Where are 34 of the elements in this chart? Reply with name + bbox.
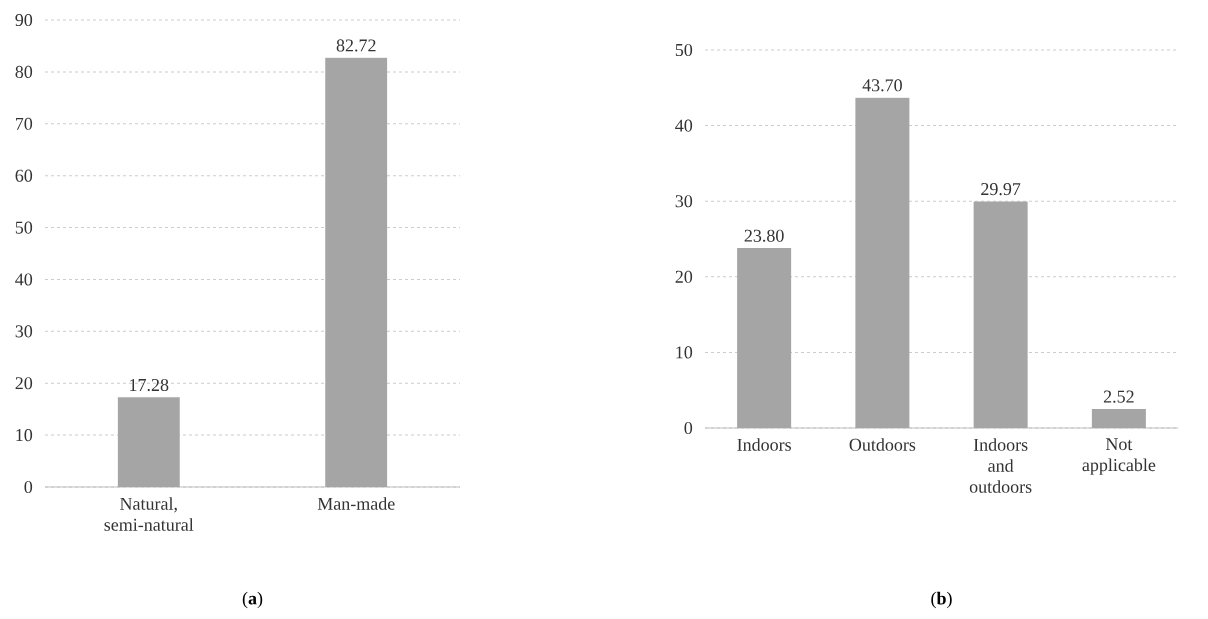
bar [973,201,1028,428]
x-tick-label: Man-made [317,497,395,510]
y-tick-label: 50 [15,221,33,234]
data-label: 17.28 [130,378,169,392]
y-tick-label: 0 [24,480,33,494]
x-tick-label: Not applicable [1082,438,1156,475]
y-tick-label: 10 [16,429,33,442]
y-tick-label: 50 [675,43,693,57]
data-label: 43.70 [862,79,902,92]
y-tick-label: 30 [675,195,693,208]
data-label: 29.97 [981,183,1021,196]
y-tick-label: 30 [15,325,33,338]
y-tick-label: 20 [15,377,33,390]
y-tick-label: 90 [15,13,33,27]
y-tick-label: 20 [675,270,693,283]
y-tick-label: 0 [684,421,693,435]
x-tick-label: Indoors [737,438,791,451]
y-tick-label: 80 [15,65,33,78]
y-tick-label: 70 [15,117,33,130]
data-label: 23.80 [744,229,784,242]
text: (b) [931,591,952,609]
y-tick-label: 40 [675,119,693,132]
bar [737,248,792,428]
x-tick-label: Natural, semi-natural [104,497,194,531]
x-tick-label: Outdoors [849,438,916,451]
data-label: 82.72 [336,39,376,52]
y-tick-label: 40 [15,273,33,286]
x-tick-label: Indoors and outdoors [969,438,1032,493]
data-label: 2.52 [1103,390,1134,403]
y-tick-label: 10 [676,346,693,359]
bar [855,97,910,428]
bar [1091,408,1146,428]
y-tick-label: 60 [15,169,33,182]
text: (a) [242,591,263,609]
